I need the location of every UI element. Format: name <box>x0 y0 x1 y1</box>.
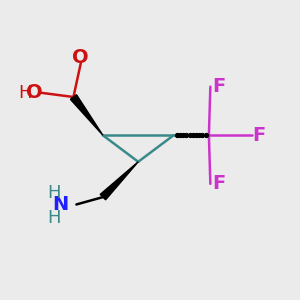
Text: F: F <box>252 126 266 145</box>
Text: F: F <box>212 77 225 96</box>
Polygon shape <box>70 95 103 135</box>
Text: H: H <box>48 209 61 227</box>
Text: O: O <box>26 83 43 102</box>
Text: O: O <box>73 48 89 67</box>
Text: H: H <box>18 84 32 102</box>
Text: F: F <box>212 174 225 194</box>
Text: N: N <box>52 195 68 214</box>
Text: H: H <box>48 184 61 202</box>
Polygon shape <box>100 162 138 200</box>
